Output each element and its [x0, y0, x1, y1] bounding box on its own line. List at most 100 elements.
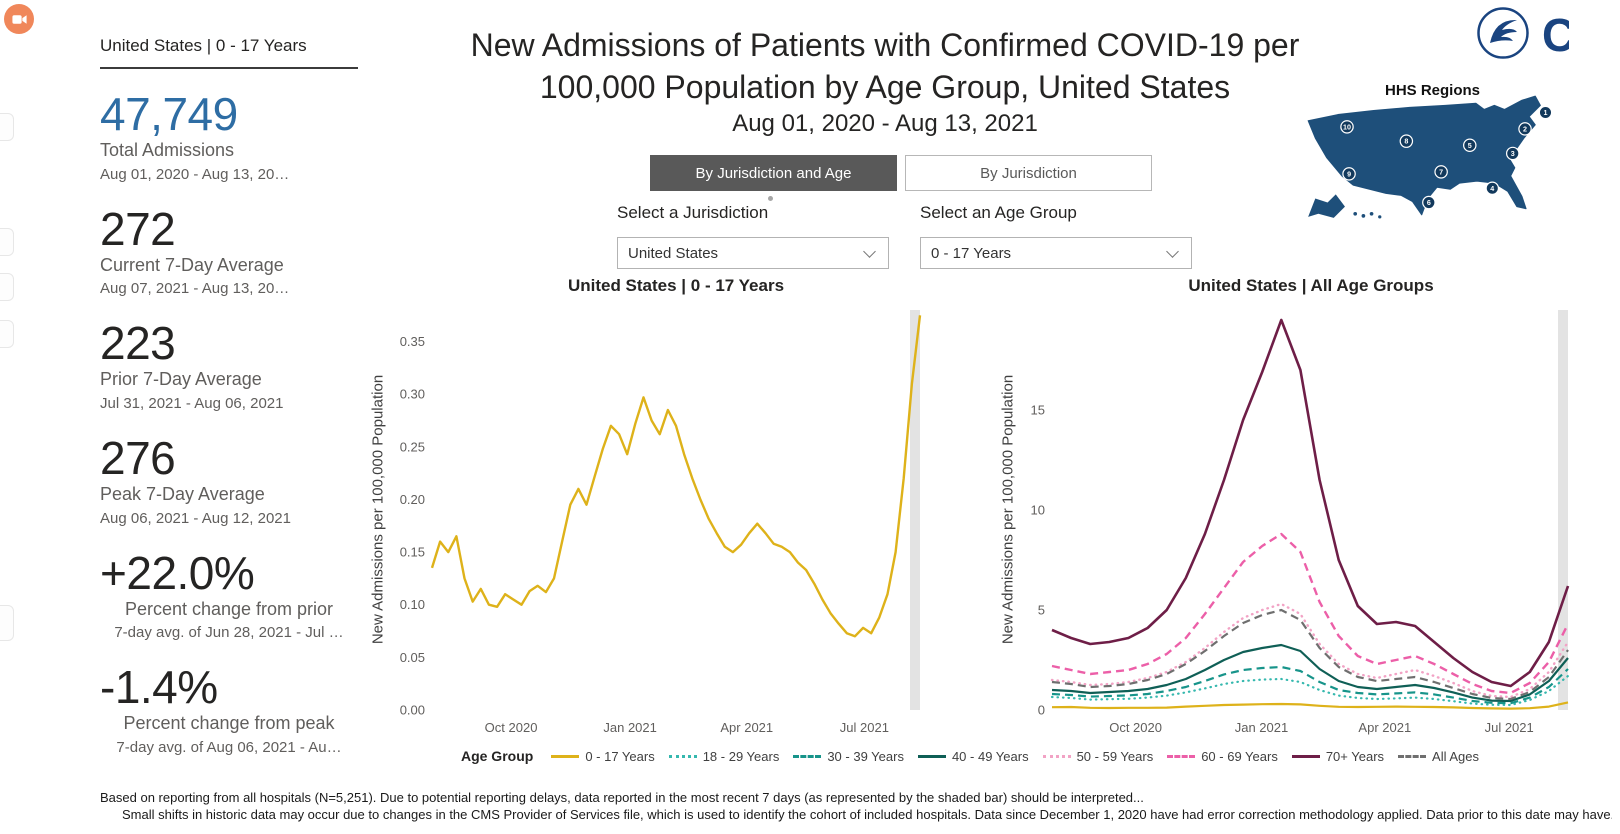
stat-value: +22.0% [100, 546, 255, 599]
stat-prior-7day-average: 223 Prior 7-Day Average Jul 31, 2021 - A… [100, 320, 358, 413]
chart-legend: Age Group 0 - 17 Years 18 - 29 Years 30 … [400, 748, 1540, 764]
edge-panel-button[interactable] [0, 273, 14, 301]
line-chart-0-17-years[interactable]: 0.00 0.05 0.10 0.15 0.20 0.25 0.30 0.35 Oct 2020… [392, 302, 932, 742]
legend-item-label: 50 - 59 Years [1076, 748, 1154, 764]
svg-text:2: 2 [1523, 125, 1527, 133]
legend-line-sample [1167, 754, 1196, 758]
stat-label: Total Admissions [100, 140, 235, 160]
legend-line-sample [551, 754, 580, 758]
legend-item-30-39[interactable]: 30 - 39 Years [793, 749, 904, 764]
legend-line-sample [1291, 754, 1320, 758]
stat-percent-change-peak: -1.4% Percent change from peak 7-day avg… [100, 664, 358, 757]
age-group-dropdown-label: Select an Age Group [920, 203, 1077, 222]
hawaii [1378, 215, 1382, 219]
jurisdiction-dropdown-value: United States [628, 244, 719, 262]
svg-text:7: 7 [1439, 168, 1443, 176]
jurisdiction-dropdown[interactable]: United States [617, 237, 889, 269]
kpi-sidebar: United States | 0 - 17 Years 47,749 Tota… [100, 36, 358, 757]
svg-text:Apr 2021: Apr 2021 [720, 720, 773, 735]
svg-text:0.20: 0.20 [400, 492, 425, 507]
stat-label: Prior 7-Day Average [100, 369, 262, 390]
legend-item-label: 0 - 17 Years [585, 748, 655, 764]
edge-panel-button[interactable] [0, 320, 14, 348]
svg-text:5: 5 [1038, 603, 1045, 618]
stat-current-7day-average: 272 Current 7-Day Average Aug 07, 2021 -… [100, 206, 358, 299]
svg-text:0.00: 0.00 [400, 703, 425, 718]
edge-panel-button[interactable] [0, 113, 14, 141]
page-title: New Admissions of Patients with Confirme… [420, 24, 1350, 138]
kpi-header: United States | 0 - 17 Years [100, 36, 358, 69]
legend-item-40-49[interactable]: 40 - 49 Years [917, 748, 1029, 764]
svg-text:1: 1 [1544, 109, 1548, 117]
svg-text:Jul 2021: Jul 2021 [1485, 720, 1534, 735]
svg-text:Apr 2021: Apr 2021 [1358, 720, 1411, 735]
stat-label: Percent change from prior [124, 598, 334, 619]
jurisdiction-dropdown-label: Select a Jurisdiction [617, 203, 769, 222]
svg-text:Oct 2020: Oct 2020 [1109, 720, 1162, 735]
svg-text:0.25: 0.25 [400, 439, 425, 454]
stat-date-range: Aug 01, 2020 - Aug 13, 20… [100, 165, 290, 183]
legend-item-60-69[interactable]: 60 - 69 Years [1167, 749, 1278, 764]
stat-total-admissions: 47,749 Total Admissions Aug 01, 2020 - A… [100, 91, 358, 184]
svg-text:0: 0 [1038, 703, 1045, 718]
svg-text:5: 5 [1468, 142, 1472, 150]
footnote: Based on reporting from all hospitals (N… [100, 790, 1612, 824]
svg-text:Jan 2021: Jan 2021 [603, 720, 657, 735]
chevron-down-icon [863, 244, 876, 258]
hawaii [1353, 211, 1358, 216]
hawaii [1361, 214, 1366, 218]
footnote-line-1: Based on reporting from all hospitals (N… [100, 790, 1144, 805]
svg-text:3: 3 [1511, 150, 1515, 158]
svg-text:6: 6 [1427, 199, 1431, 207]
stat-label: Current 7-Day Average [100, 254, 284, 275]
svg-text:10: 10 [1343, 123, 1351, 131]
carousel-dot [768, 196, 773, 201]
cdc-logo-partial: C [1542, 9, 1569, 61]
svg-text:15: 15 [1031, 403, 1045, 418]
alaska [1308, 194, 1345, 218]
edge-panel-button[interactable] [0, 228, 14, 256]
edge-panel-button[interactable] [0, 605, 14, 641]
legend-line-sample [793, 754, 822, 758]
svg-text:0.05: 0.05 [400, 650, 425, 665]
stat-date-range: 7-day avg. of Jun 28, 2021 - Jul … [114, 624, 344, 642]
screen-recording-indicator[interactable] [4, 4, 34, 34]
title-line-2: 100,000 Population by Age Group, United … [539, 69, 1231, 106]
legend-item-label: 40 - 49 Years [951, 748, 1029, 764]
hhs-logo [1477, 7, 1529, 59]
legend-item-label: 70+ Years [1325, 748, 1385, 764]
stat-value: 272 [100, 202, 176, 255]
svg-text:8: 8 [1404, 138, 1408, 146]
stat-date-range: Aug 06, 2021 - Aug 12, 2021 [100, 509, 291, 527]
line-chart-all-age-groups[interactable]: 0 5 10 15 Oct 2020 Jan 2021 Apr 2021 Jul 2021 [1020, 302, 1580, 742]
svg-text:Oct 2020: Oct 2020 [485, 720, 538, 735]
hhs-regions-map: 1 2 3 4 5 6 7 8 9 10 [1307, 95, 1553, 219]
svg-text:9: 9 [1347, 170, 1351, 178]
legend-item-50-59[interactable]: 50 - 59 Years [1042, 748, 1154, 764]
footnote-line-2: Small shifts in historic data may occur … [122, 806, 1612, 822]
legend-item-18-29[interactable]: 18 - 29 Years [668, 748, 780, 764]
legend-item-0-17[interactable]: 0 - 17 Years [551, 748, 655, 764]
svg-text:0.30: 0.30 [400, 387, 425, 402]
stat-value: 223 [100, 317, 176, 370]
svg-text:0.35: 0.35 [400, 334, 425, 349]
legend-line-sample [1042, 754, 1071, 758]
chevron-down-icon [1166, 244, 1179, 258]
legend-item-70plus[interactable]: 70+ Years [1291, 748, 1385, 764]
legend-line-sample [668, 754, 697, 758]
legend-item-label: All Ages [1432, 748, 1480, 764]
legend-item-all-ages[interactable]: All Ages [1398, 749, 1479, 764]
stat-peak-7day-average: 276 Peak 7-Day Average Aug 06, 2021 - Au… [100, 435, 358, 528]
hhs-regions-label: HHS Regions [1385, 82, 1481, 99]
left-chart-title: United States | 0 - 17 Years [567, 276, 785, 295]
legend-item-label: 60 - 69 Years [1201, 748, 1278, 764]
legend-item-label: 18 - 29 Years [702, 748, 780, 764]
tab-by-jurisdiction-and-age[interactable]: By Jurisdiction and Age [650, 155, 897, 191]
stat-value: -1.4% [100, 661, 218, 714]
svg-text:0.10: 0.10 [400, 597, 425, 612]
title-line-1: New Admissions of Patients with Confirme… [470, 27, 1300, 63]
age-group-dropdown[interactable]: 0 - 17 Years [920, 237, 1192, 269]
svg-text:4: 4 [1490, 185, 1494, 193]
tab-by-jurisdiction[interactable]: By Jurisdiction [905, 155, 1152, 191]
